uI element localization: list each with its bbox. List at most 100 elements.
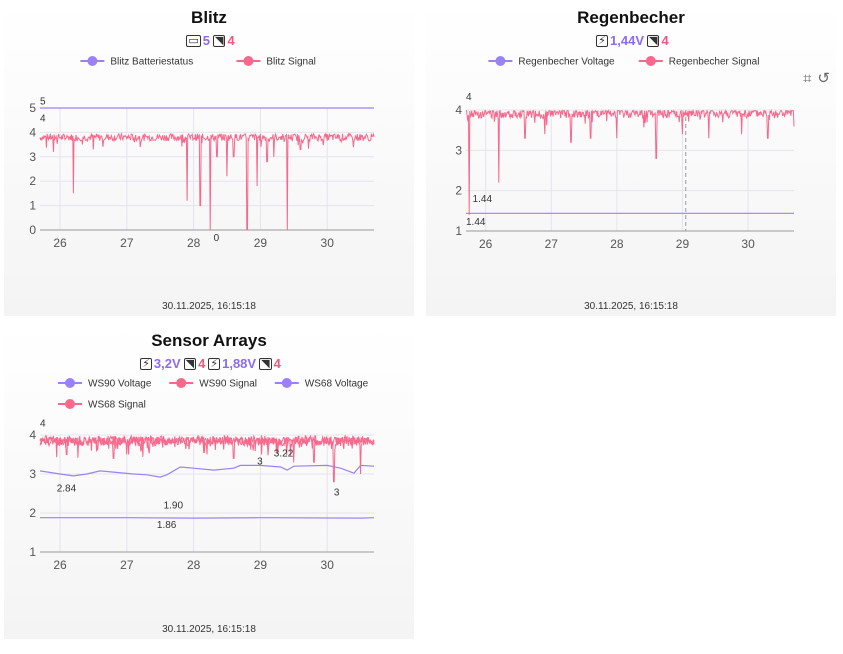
y-tick-label: 1 [29, 545, 36, 559]
signal-icon: ◥ [183, 358, 197, 370]
series-line [39, 131, 375, 231]
legend-item[interactable]: Regenbecher Signal [638, 56, 760, 68]
timestamp: 30.11.2025, 16:15:18 [162, 301, 256, 312]
signal-icon: ◥ [647, 35, 660, 47]
legend-marker [495, 56, 506, 66]
status-row: ⚡ 3,2V ◥ 4 ⚡ 1,88V ◥ 4 [4, 356, 414, 371]
status-row: ▭ 5 ◥ 4 [4, 33, 414, 48]
data-label: 4 [40, 113, 46, 124]
card-title: Sensor Arrays [151, 331, 267, 350]
x-tick-label: 27 [120, 558, 134, 572]
y-tick-label: 5 [29, 101, 36, 115]
series-line [39, 435, 375, 463]
data-label: 3.22 [274, 448, 294, 459]
voltage-value: 1,88V [222, 356, 257, 371]
x-tick-label: 30 [321, 236, 335, 250]
legend-label: WS90 Voltage [88, 379, 152, 390]
signal-icon: ◥ [212, 35, 226, 47]
restore-icon[interactable]: ↺ [817, 70, 830, 87]
signal-icon: ◥ [259, 358, 272, 370]
data-label: 1.86 [157, 520, 177, 531]
x-tick-label: 30 [321, 558, 335, 572]
card-title: Blitz [191, 8, 227, 27]
y-tick-label: 2 [455, 184, 462, 198]
x-tick-label: 29 [676, 237, 690, 251]
x-tick-label: 26 [53, 558, 67, 572]
data-label: 0 [214, 233, 220, 244]
x-tick-label: 28 [187, 236, 201, 250]
x-tick-label: 28 [610, 237, 624, 251]
chart-legend: Regenbecher Voltage Regenbecher Signal [488, 56, 759, 68]
x-tick-label: 27 [545, 237, 559, 251]
data-label: 3 [334, 487, 340, 498]
legend-label: WS90 Signal [199, 379, 257, 390]
series-line [465, 108, 795, 215]
legend-label: WS68 Signal [88, 400, 146, 411]
x-tick-label: 27 [120, 236, 134, 250]
legend-item[interactable]: WS90 Signal [169, 378, 257, 390]
legend-label: Blitz Batteriestatus [110, 57, 193, 68]
signal-value: 4 [227, 33, 235, 48]
grid [40, 107, 374, 231]
blitz-chart: Blitz Batteriestatus Blitz Signal01234526… [29, 56, 375, 250]
data-label: 2.84 [57, 484, 77, 495]
legend-marker [65, 399, 75, 409]
zoom-area-icon[interactable]: ⌗ [802, 70, 812, 87]
voltage-value: 3,2V [153, 356, 181, 371]
sensor-arrays-card: Sensor Arrays ⚡ 3,2V ◥ 4 ⚡ 1,88V ◥ 4 WS90 Volta… [4, 326, 414, 639]
legend-label: Regenbecher Signal [669, 57, 760, 68]
y-tick-label: 4 [29, 125, 36, 139]
y-tick-label: 0 [29, 223, 36, 237]
data-label: 4 [466, 92, 472, 103]
legend-marker [243, 56, 254, 66]
voltage-value: 1,44V [610, 33, 644, 48]
battery-icon: ▭ [186, 35, 201, 47]
legend-item[interactable]: WS68 Voltage [274, 378, 369, 390]
x-tick-label: 29 [254, 236, 268, 250]
x-tick-label: 26 [479, 237, 493, 251]
data-label: 5 [40, 96, 46, 107]
legend-label: Blitz Signal [266, 57, 315, 68]
y-tick-label: 1 [29, 199, 36, 213]
status-row: ⚡ 1,44V ◥ 4 [426, 33, 836, 48]
data-label: 1.44 [466, 217, 486, 228]
y-tick-label: 4 [29, 428, 36, 442]
legend-marker [65, 378, 75, 388]
card-title: Regenbecher [577, 8, 685, 27]
y-tick-label: 3 [29, 150, 36, 164]
y-tick-label: 3 [29, 467, 36, 481]
charging-battery-icon: ⚡ [140, 358, 152, 370]
charging-battery-icon: ⚡ [596, 35, 609, 47]
chart-legend: Blitz Batteriestatus Blitz Signal [80, 56, 316, 68]
charging-battery-icon: ⚡ [208, 358, 221, 370]
chart-legend: WS90 Voltage WS90 Signal WS68 Voltage WS68 … [58, 378, 369, 411]
blitz-card: Blitz ▭ 5 ◥ 4 Blitz Batteriestatus Blitz Sig… [4, 3, 414, 316]
legend-item[interactable]: WS68 Signal [58, 399, 146, 411]
y-tick-label: 1 [455, 224, 462, 238]
chart-toolbox: ⌗ ↺ [797, 69, 830, 87]
y-tick-label: 3 [455, 143, 462, 157]
data-label: 3 [257, 456, 263, 467]
data-label: 1.44 [473, 194, 493, 205]
legend-marker [645, 56, 656, 66]
series-line [39, 464, 375, 478]
legend-marker [176, 378, 187, 388]
y-tick-label: 4 [455, 103, 462, 117]
data-label: 4 [40, 418, 46, 429]
legend-label: Regenbecher Voltage [518, 57, 615, 68]
sensor-arrays-chart: WS90 Voltage WS90 Signal WS68 Voltage WS68 … [29, 378, 375, 572]
legend-label: WS68 Voltage [305, 379, 369, 390]
signal-value: 4 [273, 356, 281, 371]
legend-item[interactable]: Blitz Batteriestatus [80, 56, 193, 68]
signal-value: 4 [661, 33, 669, 48]
x-tick-label: 28 [187, 558, 201, 572]
signal-value: 4 [198, 356, 206, 371]
voltage-value: 5 [202, 33, 210, 48]
regenbecher-chart: Regenbecher Voltage Regenbecher Signal 1 2 3… [455, 56, 795, 251]
legend-item[interactable]: Blitz Signal [236, 56, 316, 68]
timestamp: 30.11.2025, 16:15:18 [584, 301, 678, 312]
legend-item[interactable]: WS90 Voltage [58, 378, 152, 390]
y-tick-label: 2 [29, 506, 36, 520]
data-label: 1.90 [164, 500, 184, 511]
legend-item[interactable]: Regenbecher Voltage [488, 56, 615, 68]
